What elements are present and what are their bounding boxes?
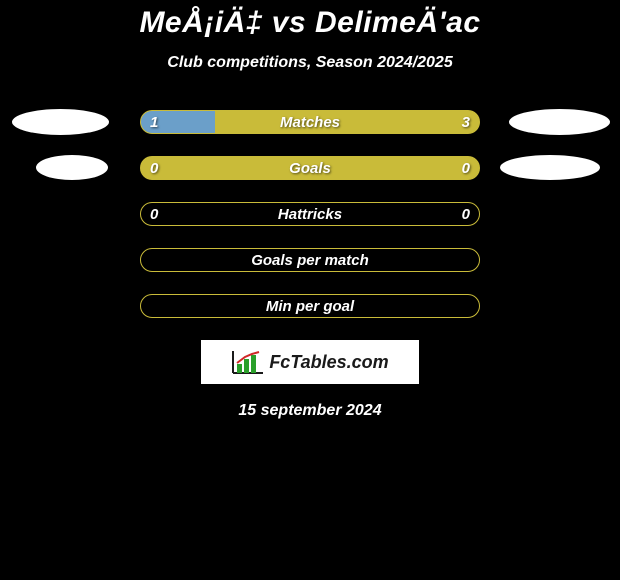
stat-bar	[140, 202, 480, 226]
stat-bar	[140, 156, 480, 180]
stat-bar	[140, 248, 480, 272]
player-marker-right	[500, 155, 600, 180]
player-marker-right	[509, 109, 610, 135]
comparison-widget: MeÅ¡iÄ‡ vs DelimeÄ'ac Club competitions,…	[0, 0, 620, 420]
stat-row: Matches13	[0, 110, 620, 138]
stat-row: Min per goal	[0, 294, 620, 322]
page-title: MeÅ¡iÄ‡ vs DelimeÄ'ac	[0, 6, 620, 40]
fctables-logo[interactable]: FcTables.com	[201, 340, 419, 384]
stats-rows: Matches13 Goals00 Hattricks00 Goals per mat…	[0, 110, 620, 322]
stat-row: Goals per match	[0, 248, 620, 276]
stat-row: Goals00	[0, 156, 620, 184]
subtitle: Club competitions, Season 2024/2025	[0, 54, 620, 72]
date-label: 15 september 2024	[0, 402, 620, 420]
logo-inner: FcTables.com	[231, 349, 388, 375]
stat-row: Hattricks00	[0, 202, 620, 230]
player-marker-left	[36, 155, 108, 180]
stat-bar	[140, 110, 480, 134]
logo-text: FcTables.com	[269, 352, 388, 373]
barchart-icon	[231, 349, 265, 375]
player-marker-left	[12, 109, 109, 135]
stat-bar	[140, 294, 480, 318]
stat-bar-fill	[141, 111, 215, 133]
